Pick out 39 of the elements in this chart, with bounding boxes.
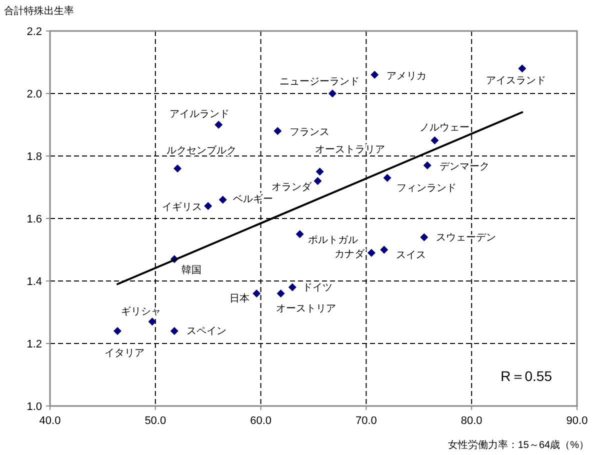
label: ルクセンブルク [166, 146, 237, 156]
y-tick-label: 2.0 [26, 88, 42, 100]
y-tick-label: 1.4 [26, 276, 42, 288]
label: カナダ [334, 248, 364, 260]
label: 韓国 [181, 265, 202, 276]
x-tick-label: 40.0 [39, 415, 61, 427]
x-tick-label: 60.0 [250, 415, 272, 427]
label: ニュージーランド [279, 76, 360, 88]
label: デンマーク [439, 161, 490, 172]
label: ノルウェー [420, 122, 470, 134]
label: アイスランド [486, 76, 546, 86]
label: イギリス [162, 202, 202, 213]
label: フランス [290, 127, 330, 138]
x-tick-label: 70.0 [355, 415, 377, 427]
label: スイス [396, 250, 426, 261]
label: イタリア [104, 348, 144, 359]
label: オーストリア [276, 304, 336, 314]
label: フィンランド [396, 182, 456, 194]
label: アイルランド [170, 108, 230, 120]
x-tick-label: 50.0 [144, 415, 166, 427]
label: ベルギー [232, 194, 273, 205]
y-tick-label: 2.2 [26, 26, 42, 38]
xlabel: 女性労働力率：15～64歳（%） [448, 440, 589, 451]
label: アメリカ [386, 70, 427, 82]
label: オランダ [272, 182, 312, 193]
label: ポルトガル [308, 235, 358, 246]
y-tick-label: 1.6 [26, 214, 42, 226]
x-tick-label: 90.0 [566, 415, 588, 427]
y-tick-label: 1.0 [26, 401, 42, 413]
label: スウェーデン [436, 232, 496, 244]
label: 日本 [230, 294, 250, 304]
y-tick-label: 1.8 [26, 151, 42, 163]
note: R＝0.55 [500, 368, 552, 384]
y-tick-label: 1.2 [26, 338, 42, 350]
label: ドイツ [302, 282, 332, 294]
label: スペイン [186, 326, 226, 337]
label: オーストラリア [314, 144, 385, 156]
x-tick-label: 80.0 [460, 415, 482, 427]
ylabel: 合計特殊出生率 [4, 6, 74, 17]
